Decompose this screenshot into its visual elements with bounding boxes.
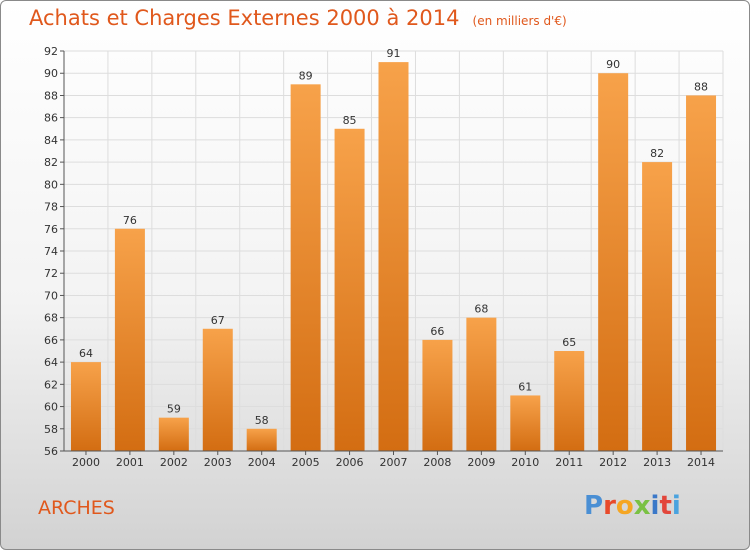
data-label-2008: 66 bbox=[430, 325, 444, 338]
y-tick-label: 58 bbox=[44, 423, 58, 436]
bar-2009 bbox=[466, 317, 497, 451]
y-tick-label: 56 bbox=[44, 445, 58, 458]
title-row: Achats et Charges Externes 2000 à 2014 (… bbox=[29, 6, 567, 30]
data-label-2004: 58 bbox=[255, 414, 269, 427]
bar-2010 bbox=[510, 395, 541, 451]
logo-letter: o bbox=[615, 491, 634, 521]
x-tick-label-2000: 2000 bbox=[72, 456, 100, 469]
data-label-2002: 59 bbox=[167, 403, 181, 416]
logo-letter: i bbox=[671, 491, 681, 521]
x-tick-label-2009: 2009 bbox=[467, 456, 495, 469]
data-label-2012: 90 bbox=[606, 58, 620, 71]
proxiti-logo: Proxiti bbox=[584, 491, 681, 521]
y-tick-label: 70 bbox=[44, 289, 58, 302]
chart-title: Achats et Charges Externes 2000 à 2014 bbox=[29, 6, 460, 30]
y-tick-label: 86 bbox=[44, 112, 58, 125]
y-tick-label: 76 bbox=[44, 223, 58, 236]
logo-letter: x bbox=[633, 491, 651, 521]
data-label-2006: 85 bbox=[343, 114, 357, 127]
y-tick-label: 84 bbox=[44, 134, 58, 147]
logo-letter: i bbox=[650, 491, 660, 521]
axes: 56 58 60 62 64 66 68 70 72 74 76 78 80 82 84 86 88 90 92 20… bbox=[44, 45, 723, 469]
bar-2001 bbox=[114, 228, 145, 451]
data-label-2014: 88 bbox=[694, 80, 708, 93]
bar-2007 bbox=[378, 62, 409, 451]
x-tick-label-2014: 2014 bbox=[687, 456, 715, 469]
bar-2006 bbox=[334, 128, 365, 451]
data-labels: 64 76 59 67 58 89 85 91 66 68 61 65 90 82 88 bbox=[79, 47, 708, 427]
bars bbox=[70, 62, 717, 451]
data-label-2003: 67 bbox=[211, 314, 225, 327]
y-tick-label: 88 bbox=[44, 89, 58, 102]
x-tick-label-2003: 2003 bbox=[204, 456, 232, 469]
chart-subtitle: (en milliers d'€) bbox=[472, 14, 567, 28]
y-tick-label: 80 bbox=[44, 178, 58, 191]
y-tick-label: 60 bbox=[44, 401, 58, 414]
x-tick-label-2013: 2013 bbox=[643, 456, 671, 469]
bar-2012 bbox=[598, 73, 629, 451]
logo-letter: P bbox=[584, 491, 604, 521]
location-label: ARCHES bbox=[38, 497, 115, 519]
bar-2004 bbox=[246, 428, 277, 451]
x-tick-label-2007: 2007 bbox=[380, 456, 408, 469]
x-tick-label-2002: 2002 bbox=[160, 456, 188, 469]
data-label-2011: 65 bbox=[562, 336, 576, 349]
bar-2011 bbox=[554, 351, 585, 451]
x-tick-label-2001: 2001 bbox=[116, 456, 144, 469]
y-tick-label: 66 bbox=[44, 334, 58, 347]
data-label-2005: 89 bbox=[299, 69, 313, 82]
logo-letter: t bbox=[659, 491, 672, 521]
bar-2014 bbox=[686, 95, 717, 451]
data-label-2009: 68 bbox=[474, 303, 488, 316]
x-tick-label-2008: 2008 bbox=[423, 456, 451, 469]
x-tick-label-2011: 2011 bbox=[555, 456, 583, 469]
bar-2005 bbox=[290, 84, 321, 451]
y-tick-label: 68 bbox=[44, 312, 58, 325]
data-label-2007: 91 bbox=[387, 47, 401, 60]
bar-2013 bbox=[642, 162, 673, 451]
data-label-2001: 76 bbox=[123, 214, 137, 227]
y-tick-label: 74 bbox=[44, 245, 58, 258]
x-tick-label-2004: 2004 bbox=[248, 456, 276, 469]
y-tick-label: 92 bbox=[44, 45, 58, 58]
logo-letter: r bbox=[603, 491, 616, 521]
y-tick-label: 78 bbox=[44, 201, 58, 214]
data-label-2010: 61 bbox=[518, 380, 532, 393]
x-tick-label-2010: 2010 bbox=[511, 456, 539, 469]
x-tick-label-2006: 2006 bbox=[336, 456, 364, 469]
y-tick-label: 72 bbox=[44, 267, 58, 280]
x-tick-label-2012: 2012 bbox=[599, 456, 627, 469]
x-tick-label-2005: 2005 bbox=[292, 456, 320, 469]
bar-2000 bbox=[70, 362, 101, 451]
y-tick-label: 64 bbox=[44, 356, 58, 369]
bar-2008 bbox=[422, 339, 453, 451]
bar-2002 bbox=[158, 417, 189, 451]
y-tick-label: 62 bbox=[44, 378, 58, 391]
bar-2003 bbox=[202, 328, 233, 451]
y-tick-label: 90 bbox=[44, 67, 58, 80]
data-label-2000: 64 bbox=[79, 347, 93, 360]
data-label-2013: 82 bbox=[650, 147, 664, 160]
y-tick-label: 82 bbox=[44, 156, 58, 169]
